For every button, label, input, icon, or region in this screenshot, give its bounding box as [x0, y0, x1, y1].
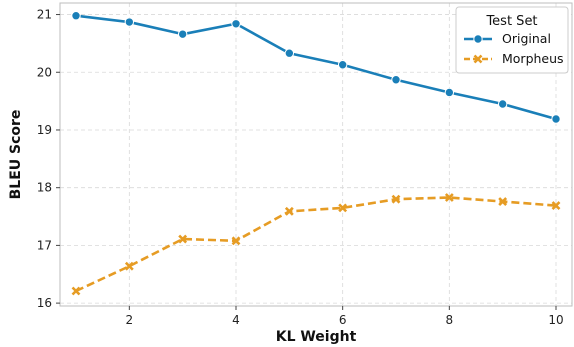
data-point	[285, 49, 293, 57]
x-tick-label: 10	[548, 313, 563, 327]
data-point	[474, 35, 482, 43]
y-tick-label: 17	[37, 238, 52, 252]
legend: Test Set Original Morpheus	[456, 7, 568, 73]
legend-label: Original	[502, 31, 551, 46]
x-axis: 2 4 6 8 10	[126, 306, 564, 327]
x-tick-label: 8	[446, 313, 454, 327]
data-point	[232, 20, 240, 28]
legend-title: Test Set	[485, 14, 537, 29]
data-point	[125, 18, 133, 26]
y-tick-label: 16	[37, 296, 52, 310]
y-axis-title: BLEU Score	[8, 110, 24, 200]
series-line	[76, 197, 556, 290]
x-axis-title: KL Weight	[276, 329, 357, 345]
data-point	[392, 76, 400, 84]
legend-label: Morpheus	[502, 51, 564, 66]
y-axis: 16 17 18 19 20 21	[37, 8, 60, 311]
data-point	[338, 61, 346, 69]
x-tick-label: 2	[126, 313, 134, 327]
series-morpheus	[73, 194, 560, 294]
data-point	[552, 115, 560, 123]
x-tick-label: 4	[232, 313, 240, 327]
x-tick-label: 6	[339, 313, 347, 327]
y-tick-label: 18	[37, 181, 52, 195]
y-tick-label: 20	[37, 65, 52, 79]
data-point	[498, 100, 506, 108]
y-tick-label: 21	[37, 8, 52, 22]
y-tick-label: 19	[37, 123, 52, 137]
data-point	[445, 88, 453, 96]
data-point	[72, 11, 80, 19]
data-point	[178, 30, 186, 38]
